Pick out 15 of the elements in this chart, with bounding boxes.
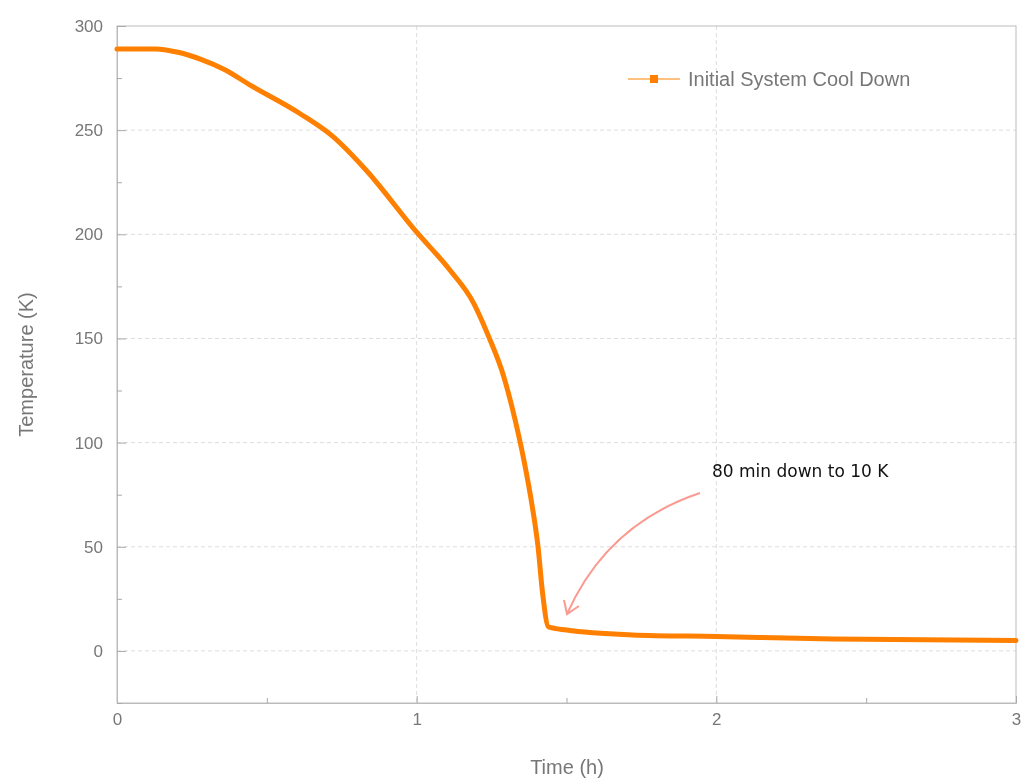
x-tick-label: 1	[412, 710, 422, 730]
x-axis-title: Time (h)	[530, 756, 604, 778]
y-axis-title: Temperature (K)	[15, 292, 37, 437]
annotation: 80 min down to 10 K	[712, 461, 890, 481]
y-tick-label: 300	[74, 16, 103, 36]
y-tick-label: 50	[84, 537, 103, 557]
x-tick-label: 0	[112, 710, 123, 730]
y-tick-label: 250	[74, 121, 103, 141]
y-tick-label: 200	[74, 225, 103, 245]
y-tick-label: 100	[74, 433, 103, 453]
legend-label: Initial System Cool Down	[688, 68, 911, 90]
y-tick-label: 150	[74, 329, 103, 349]
y-tick-label: 0	[93, 641, 103, 661]
x-tick-label: 3	[1011, 710, 1022, 730]
x-tick-label: 2	[712, 710, 722, 730]
